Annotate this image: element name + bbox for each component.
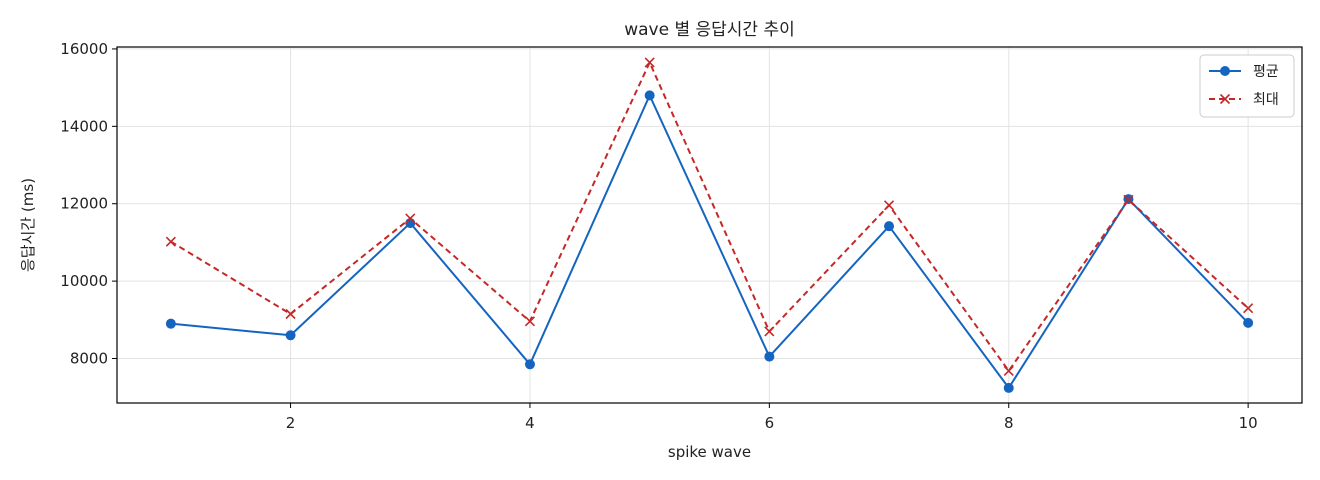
x-tick-label: 10 (1239, 414, 1258, 432)
legend-marker (1220, 66, 1230, 76)
data-point (884, 221, 895, 232)
x-tick-label: 6 (765, 414, 775, 432)
data-point (285, 308, 296, 320)
data-point (1003, 365, 1014, 376)
x-tick-label: 2 (286, 414, 296, 432)
grid-layer (117, 47, 1302, 403)
data-point (524, 316, 536, 327)
y-tick-label: 14000 (60, 117, 108, 135)
series-1 (165, 90, 1254, 393)
chart-title: wave 별 응답시간 추이 (624, 20, 795, 40)
y-axis-label: 응답시간 (ms) (19, 178, 37, 272)
series-2 (165, 57, 1254, 376)
series-layer (165, 57, 1254, 393)
x-tick-label: 8 (1004, 414, 1014, 432)
data-point (1123, 194, 1134, 205)
data-point (285, 330, 296, 341)
data-point (644, 57, 655, 68)
data-point (165, 318, 176, 329)
legend-label: 평균 (1253, 64, 1279, 80)
y-tick-label: 16000 (60, 40, 108, 58)
y-tick-label: 12000 (60, 195, 108, 213)
legend-box (1199, 54, 1295, 118)
data-point (764, 326, 775, 337)
data-point (524, 359, 535, 370)
y-tick-label: 10000 (60, 272, 108, 290)
data-point (1003, 382, 1014, 393)
y-tick-label: 8000 (70, 350, 108, 368)
data-point (165, 236, 176, 247)
data-point (405, 213, 416, 224)
legend-marker (1219, 93, 1231, 105)
legend-item: 최대 (1209, 92, 1279, 108)
legend-label: 최대 (1253, 92, 1279, 108)
data-point (1243, 303, 1254, 314)
legend-item: 평균 (1209, 64, 1279, 80)
series-line (170, 61, 1249, 372)
x-tick-label: 4 (525, 414, 535, 432)
data-point (644, 90, 655, 101)
series-line (170, 94, 1249, 389)
plot-frame (116, 46, 1303, 404)
data-point (1243, 317, 1254, 328)
tick-layer: 2 4 6 8 10 8000 10000 12000 14000 16000 (60, 40, 1257, 432)
data-point (764, 351, 775, 362)
data-point (883, 200, 895, 211)
x-axis-label: spike wave (668, 443, 751, 461)
